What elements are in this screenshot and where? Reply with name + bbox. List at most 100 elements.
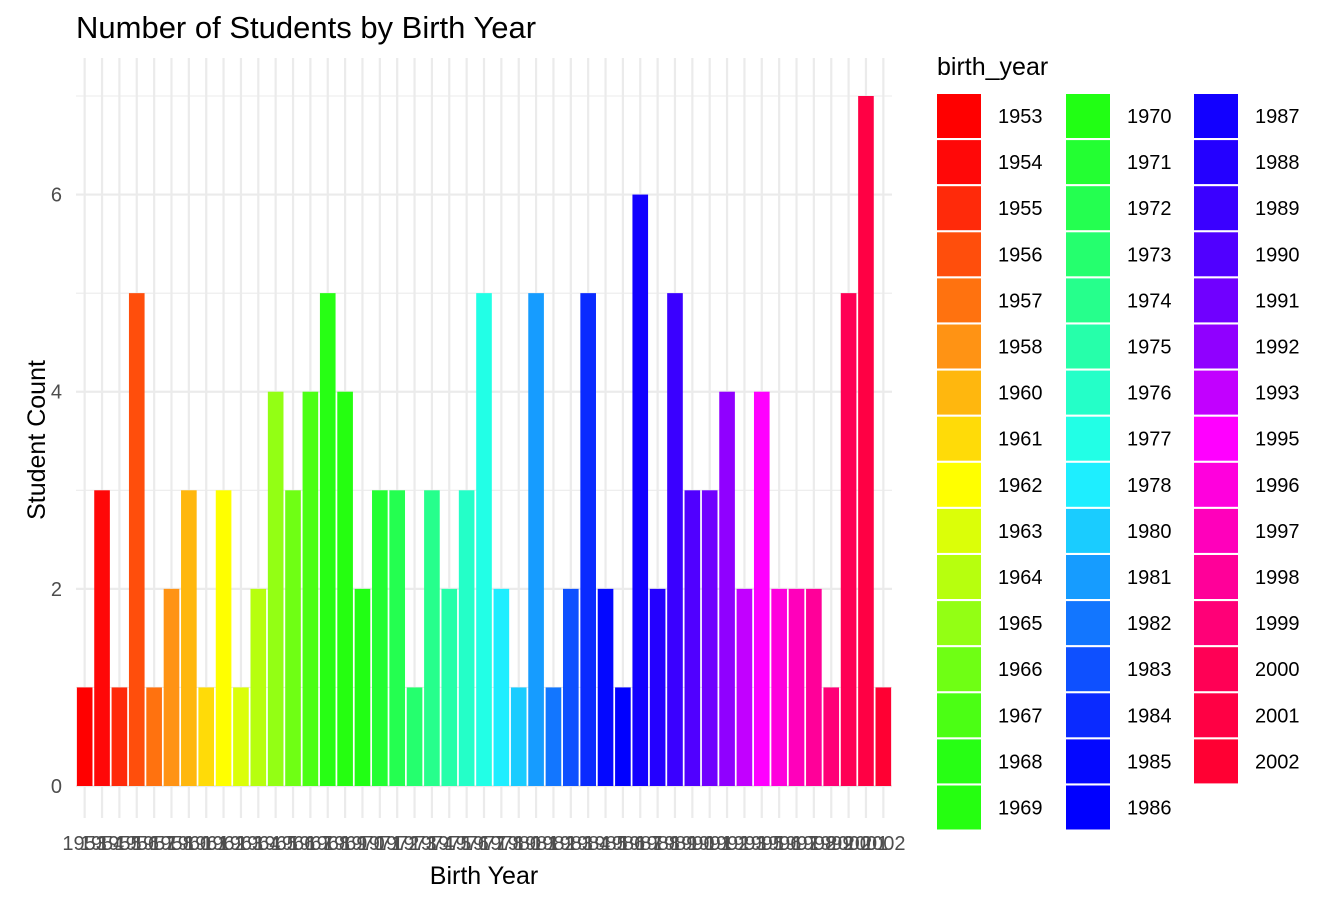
legend-key-2000 [1194,647,1238,692]
legend-label-1961: 1961 [998,429,1043,451]
legend-label-1992: 1992 [1255,337,1300,359]
bar-1964 [250,588,267,786]
legend-key-1964 [937,555,981,599]
legend-label-1990: 1990 [1255,244,1300,266]
bar-1967 [302,391,319,786]
legend-key-1997 [1194,508,1238,553]
legend-label-1955: 1955 [998,198,1043,220]
legend-key-1965 [937,601,981,646]
chart-title: Number of Students by Birth Year [76,10,536,45]
x-axis-title: Birth Year [430,862,538,890]
x-tick-label: 1968 [305,833,350,855]
bar-1973 [406,687,423,786]
legend-key-1985 [1066,739,1110,784]
bar-1963 [233,687,249,786]
y-tick-label: 0 [51,776,62,798]
legend-key-1956 [937,232,981,277]
legend-key-1971 [1066,140,1110,185]
bar-1993 [736,588,753,786]
legend-label-1989: 1989 [1255,198,1300,220]
legend-label-1998: 1998 [1255,567,1300,589]
legend-label-1988: 1988 [1255,152,1300,174]
bar-1988 [649,588,666,786]
bar-1980 [510,687,527,786]
legend-label-2001: 2001 [1255,705,1300,727]
bar-1987 [632,194,649,786]
legend-label-1986: 1986 [1127,798,1172,820]
legend-label-1960: 1960 [998,383,1043,405]
legend-key-1970 [1066,94,1110,138]
x-tick-label: 1983 [549,833,594,855]
bar-1978 [493,588,510,786]
legend-label-1967: 1967 [998,705,1043,727]
legend-key-1996 [1194,462,1238,507]
y-axis-ticks: 0 2 4 6 [51,185,62,798]
legend-label-1985: 1985 [1127,751,1172,773]
x-tick-label: 1964 [236,833,281,855]
bar-1983 [563,588,579,786]
legend-key-1955 [937,186,981,231]
legend-key-1954 [937,140,981,185]
x-tick-label: 1965 [253,833,298,855]
legend-key-1998 [1194,555,1238,599]
bar-1999 [823,687,840,786]
legend-label-1971: 1971 [1127,152,1172,174]
legend-label-1997: 1997 [1255,521,1300,543]
legend-label-1966: 1966 [998,659,1043,681]
legend-label-1958: 1958 [998,337,1043,359]
legend-key-1982 [1066,601,1110,646]
legend-key-1977 [1066,416,1110,461]
legend-label-1953: 1953 [998,106,1043,128]
bar-1971 [372,490,388,786]
x-tick-label: 1971 [358,833,403,855]
x-tick-label: 1973 [392,833,437,855]
x-tick-label: 1982 [531,833,576,855]
x-tick-label: 1969 [323,833,368,855]
legend-label-1973: 1973 [1127,244,1172,266]
legend-label-1962: 1962 [998,475,1043,497]
legend-label-1996: 1996 [1255,475,1300,497]
legend-label-1968: 1968 [998,751,1043,773]
x-tick-label: 2000 [826,833,871,855]
x-tick-label: 1972 [375,833,420,855]
bar-2002 [875,687,892,786]
legend-label-1995: 1995 [1255,429,1300,451]
x-tick-label: 1991 [687,833,732,855]
legend-key-1953 [937,94,981,138]
legend-key-1973 [1066,232,1110,277]
legend-label-1964: 1964 [998,567,1043,589]
legend-label-1954: 1954 [998,152,1043,174]
y-tick-label: 4 [51,382,62,404]
legend-key-1986 [1066,785,1110,830]
legend-label-1957: 1957 [998,290,1043,312]
x-tick-label: 2002 [861,833,906,855]
legend-label-1956: 1956 [998,244,1043,266]
x-axis-ticks: 1953195419551956195719581960196119621963… [62,833,905,855]
x-tick-label: 1988 [635,833,680,855]
legend-key-1981 [1066,555,1110,599]
legend-label-1965: 1965 [998,613,1043,635]
x-tick-label: 1974 [410,833,455,855]
x-tick-label: 1999 [809,833,854,855]
bars [76,96,892,786]
legend-label-2002: 2002 [1255,751,1300,773]
legend-key-1968 [937,739,981,784]
legend-key-1987 [1194,94,1238,138]
legend-key-1975 [1066,324,1110,369]
legend-key-1984 [1066,693,1110,738]
bar-1984 [580,293,596,786]
legend-label-1983: 1983 [1127,659,1172,681]
legend-label-1993: 1993 [1255,383,1300,405]
x-tick-label: 1956 [115,833,160,855]
legend-key-1972 [1066,186,1110,231]
bar-1992 [719,391,735,786]
bar-1969 [337,391,353,786]
bar-1982 [545,687,562,786]
bar-1995 [753,391,770,786]
x-tick-label: 1954 [80,833,125,855]
legend-key-1958 [937,324,981,369]
x-tick-label: 1998 [792,833,837,855]
legend-label-1970: 1970 [1127,106,1172,128]
x-tick-label: 1981 [514,833,559,855]
